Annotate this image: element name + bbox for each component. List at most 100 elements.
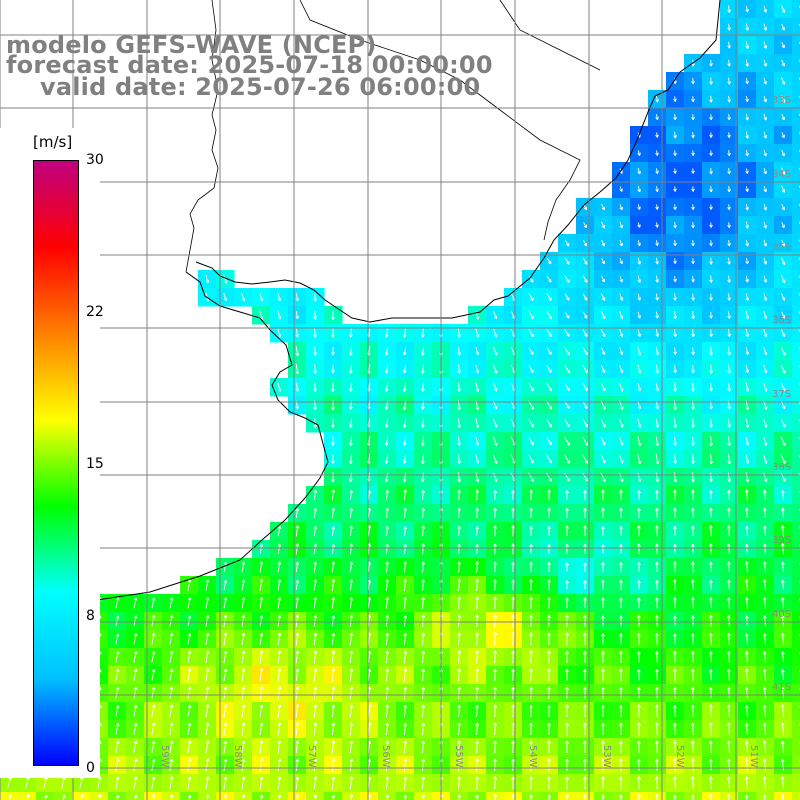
wind-arrow-head — [457, 442, 460, 446]
wind-arrow-head — [637, 334, 641, 337]
lat-label-37s: 37S — [772, 389, 791, 400]
wind-arrow-head — [402, 460, 405, 464]
wind-arrow-head — [476, 507, 479, 511]
wind-arrow — [259, 722, 263, 736]
wind-arrow-head — [117, 794, 120, 799]
wind-arrow — [781, 239, 785, 247]
wind-arrow — [710, 759, 712, 771]
wind-arrow-head — [637, 352, 641, 356]
wind-arrow — [313, 615, 317, 627]
wind-arrow-head — [476, 758, 480, 762]
wind-arrow-head — [387, 615, 390, 619]
wind-arrow — [133, 705, 137, 717]
wind-arrow-head — [782, 632, 785, 636]
wind-arrow-head — [458, 650, 462, 654]
wind-arrow — [278, 794, 281, 800]
wind-arrow — [619, 257, 623, 265]
wind-arrow-head — [369, 669, 372, 673]
wind-arrow-head — [781, 243, 785, 247]
wind-arrow-head — [423, 758, 426, 762]
wind-arrow-head — [764, 543, 767, 547]
wind-arrow — [745, 293, 749, 301]
wind-arrow-head — [171, 597, 174, 601]
wind-arrow-head — [692, 668, 695, 672]
wind-arrow-head — [475, 352, 479, 356]
wind-arrow — [350, 507, 352, 519]
wind-arrow — [782, 794, 784, 800]
wind-arrow — [277, 615, 281, 627]
wind-arrow — [187, 650, 191, 664]
wind-arrow-head — [655, 134, 658, 138]
wind-arrow — [259, 650, 263, 664]
wind-arrow-head — [691, 117, 694, 121]
wind-arrow-head — [566, 479, 570, 482]
wind-arrow — [151, 687, 155, 699]
wind-arrow-head — [781, 45, 785, 49]
wind-arrow-head — [421, 334, 424, 338]
wind-arrow-head — [333, 489, 336, 493]
wind-arrow — [745, 310, 749, 320]
wind-arrow-head — [331, 460, 334, 464]
wind-arrow — [476, 686, 478, 700]
wind-arrow-head — [673, 170, 676, 174]
wind-arrow-head — [28, 794, 30, 798]
wind-arrow — [241, 292, 245, 302]
wind-arrow — [674, 347, 676, 355]
wind-arrow-head — [387, 722, 390, 726]
wind-arrow — [295, 597, 299, 609]
wind-arrow — [746, 489, 748, 501]
wind-arrow — [422, 418, 424, 428]
wind-arrow-head — [601, 207, 605, 211]
wind-arrow-head — [674, 758, 677, 762]
wind-arrow — [674, 382, 676, 392]
wind-arrow — [692, 311, 694, 319]
wind-arrow-head — [261, 776, 264, 780]
wind-arrow — [782, 615, 784, 627]
wind-arrow-head — [673, 117, 676, 121]
wind-arrow — [476, 507, 478, 519]
wind-arrow — [331, 776, 335, 790]
wind-arrow-head — [369, 597, 372, 601]
wind-arrow — [494, 794, 496, 800]
wind-arrow-head — [548, 370, 552, 373]
wind-arrow-head — [656, 543, 659, 547]
wind-arrow-head — [153, 615, 156, 619]
wind-arrow-head — [656, 651, 659, 655]
wind-arrow — [169, 722, 173, 736]
wind-arrow-head — [781, 334, 785, 338]
wind-arrow-head — [530, 461, 534, 464]
wind-arrow-head — [405, 507, 408, 511]
wind-arrow-head — [548, 705, 551, 709]
wind-arrow — [763, 257, 767, 265]
wind-arrow-head — [422, 525, 426, 529]
wind-arrow-head — [333, 561, 336, 565]
wind-arrow-head — [458, 632, 462, 636]
wind-arrow — [674, 472, 676, 482]
wind-arrow-head — [656, 669, 659, 673]
wind-arrow-head — [279, 722, 282, 726]
wind-arrow-head — [691, 442, 694, 446]
wind-arrow-head — [745, 99, 748, 103]
wind-arrow — [26, 794, 30, 800]
wind-arrow-head — [674, 633, 677, 637]
wind-arrow — [367, 453, 371, 465]
wind-arrow-head — [637, 461, 641, 465]
wind-cell — [792, 162, 800, 181]
wind-arrow — [564, 383, 570, 391]
wind-arrow-head — [674, 579, 677, 583]
wind-arrow-head — [171, 740, 174, 744]
wind-arrow-head — [673, 152, 676, 156]
wind-arrow-head — [656, 561, 659, 565]
wind-arrow-head — [656, 794, 659, 798]
wind-arrow — [350, 794, 353, 800]
wind-arrow — [404, 579, 406, 591]
wind-arrow — [564, 454, 570, 464]
wind-arrow-head — [745, 261, 748, 265]
wind-arrow — [763, 454, 767, 464]
wind-arrow-head — [566, 580, 569, 584]
wind-arrow-head — [584, 597, 587, 601]
wind-arrow — [385, 346, 389, 356]
wind-arrow — [133, 723, 137, 735]
wind-arrow-head — [548, 407, 552, 410]
wind-arrow-head — [583, 207, 587, 211]
